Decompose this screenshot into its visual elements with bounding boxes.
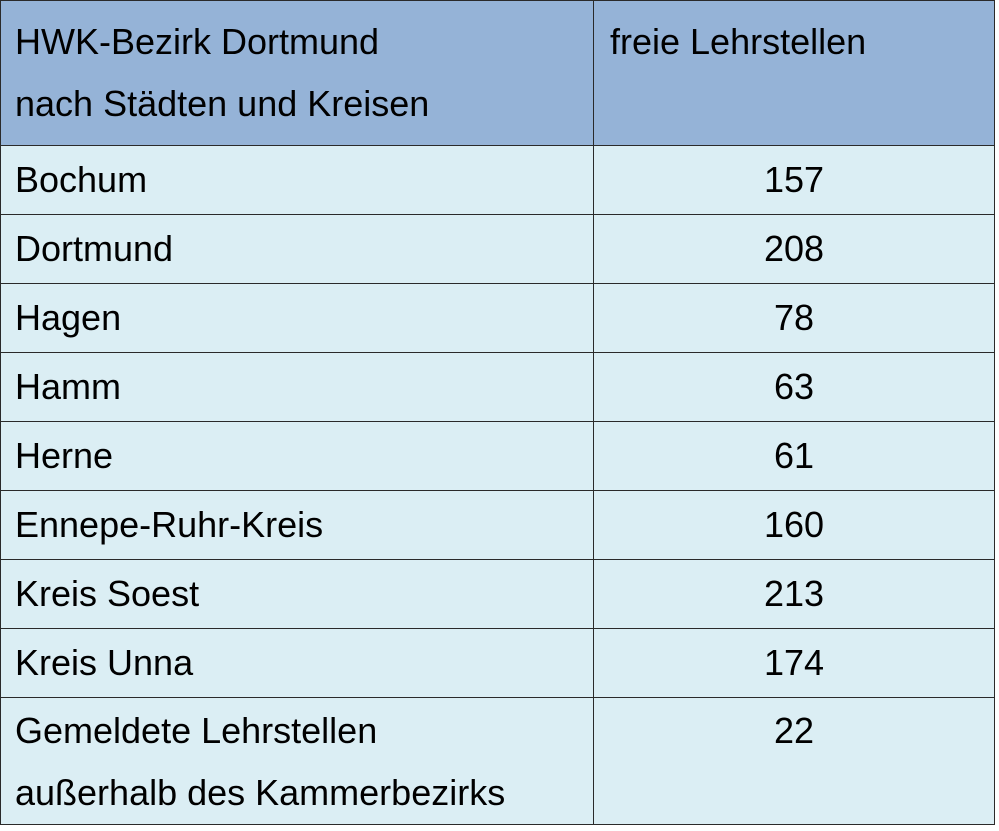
header-district-line1: HWK-Bezirk Dortmund [15, 21, 380, 62]
row-value: 61 [593, 421, 995, 491]
row-name: Dortmund [0, 214, 594, 284]
row-value-outside: 22 [593, 697, 995, 825]
row-value: 213 [593, 559, 995, 629]
row-name: Kreis Unna [0, 628, 594, 698]
row-name: Bochum [0, 145, 594, 215]
row-name-outside-line2: außerhalb des Kammerbezirks [15, 772, 506, 813]
table-row: Kreis Soest 213 [0, 559, 995, 629]
row-name: Herne [0, 421, 594, 491]
header-district: HWK-Bezirk Dortmund nach Städten und Kre… [0, 0, 594, 146]
row-value: 160 [593, 490, 995, 560]
table-row: Hagen 78 [0, 283, 995, 353]
header-district-line2: nach Städten und Kreisen [15, 83, 430, 124]
table-row: Ennepe-Ruhr-Kreis 160 [0, 490, 995, 560]
header-vacancies: freie Lehrstellen [593, 0, 995, 146]
table-row: Kreis Unna 174 [0, 628, 995, 698]
row-name-outside: Gemeldete Lehrstellen außerhalb des Kamm… [0, 697, 594, 825]
row-value: 157 [593, 145, 995, 215]
row-name-outside-line1: Gemeldete Lehrstellen [15, 710, 378, 751]
row-value: 208 [593, 214, 995, 284]
row-value: 174 [593, 628, 995, 698]
header-row: HWK-Bezirk Dortmund nach Städten und Kre… [0, 0, 995, 146]
table-row: Bochum 157 [0, 145, 995, 215]
table-row: Herne 61 [0, 421, 995, 491]
row-name: Hagen [0, 283, 594, 353]
row-name: Ennepe-Ruhr-Kreis [0, 490, 594, 560]
table-row: Hamm 63 [0, 352, 995, 422]
row-value: 78 [593, 283, 995, 353]
row-name: Hamm [0, 352, 594, 422]
table-row-outside-district: Gemeldete Lehrstellen außerhalb des Kamm… [0, 697, 995, 825]
row-name: Kreis Soest [0, 559, 594, 629]
table-row: Dortmund 208 [0, 214, 995, 284]
row-value: 63 [593, 352, 995, 422]
